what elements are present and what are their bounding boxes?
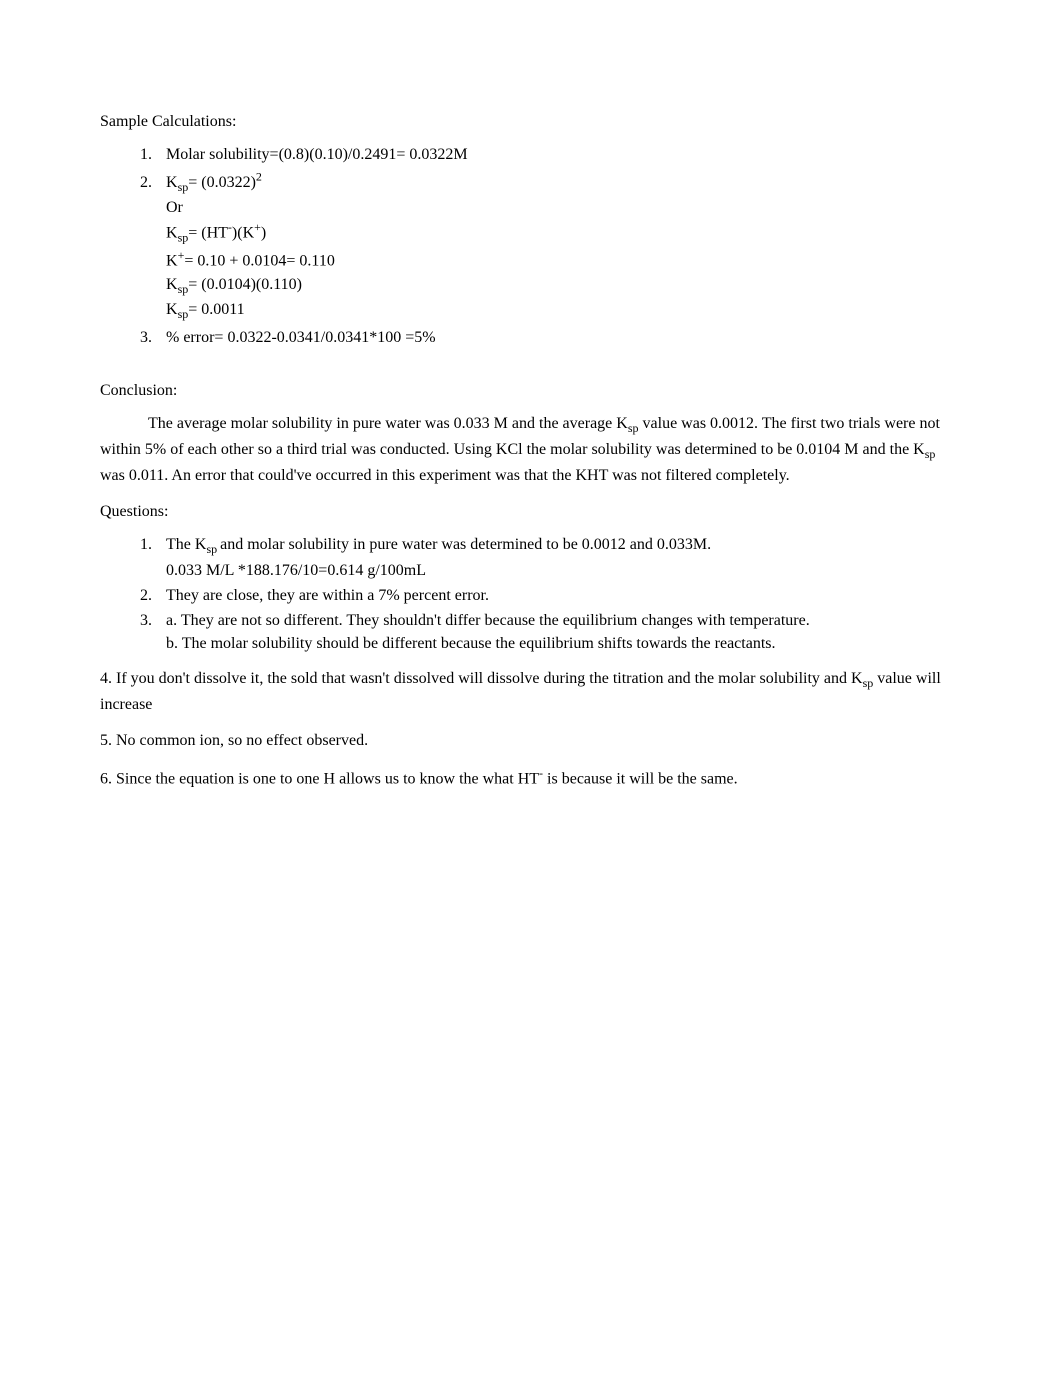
q6: 6. Since the equation is one to one H al… bbox=[100, 765, 962, 791]
text: is because it will be the same. bbox=[543, 771, 738, 788]
questions-header: Questions: bbox=[100, 500, 962, 523]
text: K bbox=[166, 174, 178, 191]
subscript: sp bbox=[178, 231, 189, 245]
superscript: + bbox=[254, 220, 261, 234]
calc-1: Molar solubility=(0.8)(0.10)/0.2491= 0.0… bbox=[166, 146, 468, 163]
text bbox=[100, 415, 148, 432]
text: ) bbox=[261, 225, 266, 242]
text: K bbox=[166, 301, 178, 318]
subscript: sp bbox=[178, 308, 189, 322]
text: was 0.011. An error that could've occurr… bbox=[100, 467, 790, 484]
list-item: Molar solubility=(0.8)(0.10)/0.2491= 0.0… bbox=[156, 143, 962, 166]
text: and molar solubility in pure water was d… bbox=[220, 536, 711, 553]
calc-2a: Ksp= (0.0322)2 bbox=[166, 174, 262, 191]
q3a: a. They are not so different. They shoul… bbox=[166, 612, 810, 629]
q2: They are close, they are within a 7% per… bbox=[166, 587, 489, 604]
calc-2b: Or bbox=[166, 196, 962, 219]
calc-2e: Ksp= (0.0104)(0.110) bbox=[166, 273, 962, 299]
subscript: sp bbox=[628, 422, 639, 436]
sample-calculations-list: Molar solubility=(0.8)(0.10)/0.2491= 0.0… bbox=[100, 143, 962, 349]
calc-2f: Ksp= 0.0011 bbox=[166, 298, 962, 324]
text: K bbox=[166, 276, 178, 293]
subscript: sp bbox=[178, 180, 189, 194]
subscript: sp bbox=[206, 542, 220, 556]
conclusion-paragraph: The average molar solubility in pure wat… bbox=[100, 412, 962, 486]
q1-line2: 0.033 M/L *188.176/10=0.614 g/100mL bbox=[166, 559, 962, 582]
list-item: % error= 0.0322-0.0341/0.0341*100 =5% bbox=[156, 326, 962, 349]
text: K bbox=[166, 225, 178, 242]
conclusion-header: Conclusion: bbox=[100, 379, 962, 402]
text: )(K bbox=[232, 225, 254, 242]
text: The average molar solubility in pure wat… bbox=[148, 415, 628, 432]
calc-2d: K+= 0.10 + 0.0104= 0.110 bbox=[166, 247, 962, 273]
q1-line1: The Ksp and molar solubility in pure wat… bbox=[166, 536, 711, 553]
list-item: Ksp= (0.0322)2 Or Ksp= (HT-)(K+) K+= 0.1… bbox=[156, 168, 962, 324]
calc-2c: Ksp= (HT-)(K+) bbox=[166, 219, 962, 247]
q3b: b. The molar solubility should be differ… bbox=[166, 632, 962, 655]
list-item: They are close, they are within a 7% per… bbox=[156, 584, 962, 607]
q5: 5. No common ion, so no effect observed. bbox=[100, 729, 962, 752]
text: K bbox=[166, 253, 178, 270]
text: 6. Since the equation is one to one H al… bbox=[100, 771, 539, 788]
sample-calculations-header: Sample Calculations: bbox=[100, 110, 962, 133]
text: = (0.0322) bbox=[188, 174, 256, 191]
list-item: The Ksp and molar solubility in pure wat… bbox=[156, 533, 962, 582]
text: = 0.10 + 0.0104= 0.110 bbox=[184, 253, 334, 270]
text: = (HT bbox=[188, 225, 228, 242]
text: = (0.0104)(0.110) bbox=[188, 276, 302, 293]
q4: 4. If you don't dissolve it, the sold th… bbox=[100, 667, 962, 716]
text: 4. If you don't dissolve it, the sold th… bbox=[100, 670, 863, 687]
subscript: sp bbox=[863, 676, 874, 690]
subscript: sp bbox=[178, 282, 189, 296]
text: The K bbox=[166, 536, 206, 553]
questions-list: The Ksp and molar solubility in pure wat… bbox=[100, 533, 962, 655]
calc-3: % error= 0.0322-0.0341/0.0341*100 =5% bbox=[166, 329, 436, 346]
superscript: 2 bbox=[256, 169, 262, 183]
subscript: sp bbox=[925, 447, 936, 461]
list-item: a. They are not so different. They shoul… bbox=[156, 609, 962, 655]
text: = 0.0011 bbox=[188, 301, 244, 318]
